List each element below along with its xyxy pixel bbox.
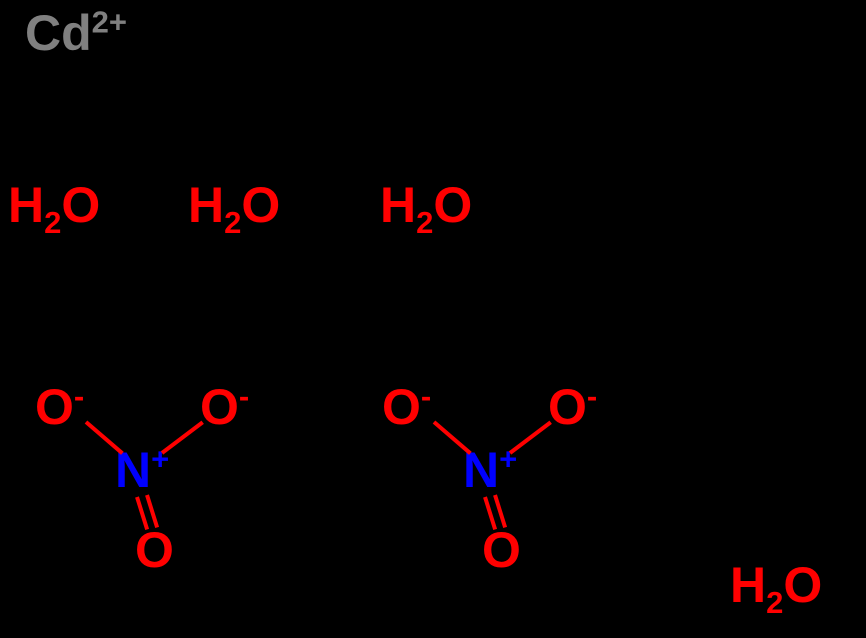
- bond-line: [161, 420, 204, 454]
- h-sub: 2: [766, 585, 783, 620]
- water-2: H2O: [380, 180, 472, 230]
- water-3: H2O: [730, 560, 822, 610]
- o-glyph: O: [548, 379, 587, 435]
- o-glyph: O: [382, 379, 421, 435]
- diagram-canvas: Cd2+ H2O H2O H2O H2O O- O- O N+ O- O- O …: [0, 0, 866, 638]
- o-charge: -: [239, 378, 249, 413]
- cadmium-ion: Cd2+: [25, 8, 127, 58]
- o-charge: -: [587, 378, 597, 413]
- o-charge: -: [74, 378, 84, 413]
- nitrate-1-o-0: O-: [382, 382, 431, 432]
- bond-line: [433, 420, 472, 454]
- h-sub: 2: [416, 205, 433, 240]
- o-label: O: [433, 177, 472, 233]
- bond-line: [509, 420, 552, 454]
- h-sub: 2: [44, 205, 61, 240]
- water-0: H2O: [8, 180, 100, 230]
- o-glyph: O: [35, 379, 74, 435]
- bond-line: [85, 420, 124, 454]
- nitrate-0-o-2: O: [135, 525, 174, 575]
- o-label: O: [61, 177, 100, 233]
- h-label: H: [188, 177, 224, 233]
- h-label: H: [730, 557, 766, 613]
- nitrate-0-o-0: O-: [35, 382, 84, 432]
- cadmium-charge: 2+: [92, 4, 127, 39]
- h-sub: 2: [224, 205, 241, 240]
- nitrate-1-o-1: O-: [548, 382, 597, 432]
- o-glyph: O: [482, 522, 521, 578]
- o-charge: -: [421, 378, 431, 413]
- water-1: H2O: [188, 180, 280, 230]
- h-label: H: [8, 177, 44, 233]
- o-glyph: O: [200, 379, 239, 435]
- o-label: O: [241, 177, 280, 233]
- o-label: O: [783, 557, 822, 613]
- cadmium-symbol: Cd: [25, 5, 92, 61]
- nitrate-1-o-2: O: [482, 525, 521, 575]
- nitrate-0-o-1: O-: [200, 382, 249, 432]
- o-glyph: O: [135, 522, 174, 578]
- h-label: H: [380, 177, 416, 233]
